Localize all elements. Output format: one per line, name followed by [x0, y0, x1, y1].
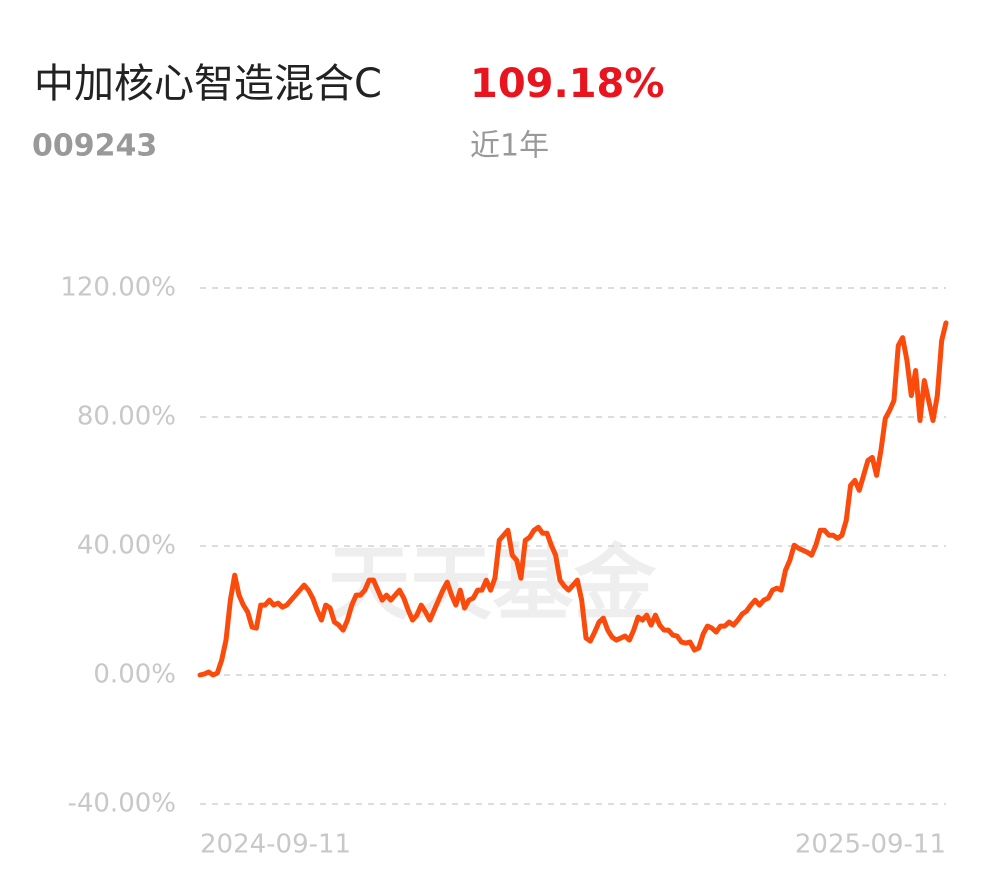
y-tick-label: 120.00%	[60, 273, 176, 303]
data-line	[197, 320, 949, 678]
x-tick-label: 2025-09-11	[795, 830, 946, 860]
y-tick-label: -40.00%	[67, 789, 176, 819]
fund-title: 中加核心智造混合C	[34, 61, 382, 107]
fund-code: 009243	[32, 129, 157, 164]
return-value: 109.18%	[470, 61, 664, 107]
y-tick-label: 0.00%	[93, 660, 176, 690]
y-tick-label: 80.00%	[77, 402, 176, 432]
x-tick-label: 2024-09-11	[200, 830, 351, 860]
period-label: 近1年	[470, 129, 549, 164]
y-tick-label: 40.00%	[77, 531, 176, 561]
